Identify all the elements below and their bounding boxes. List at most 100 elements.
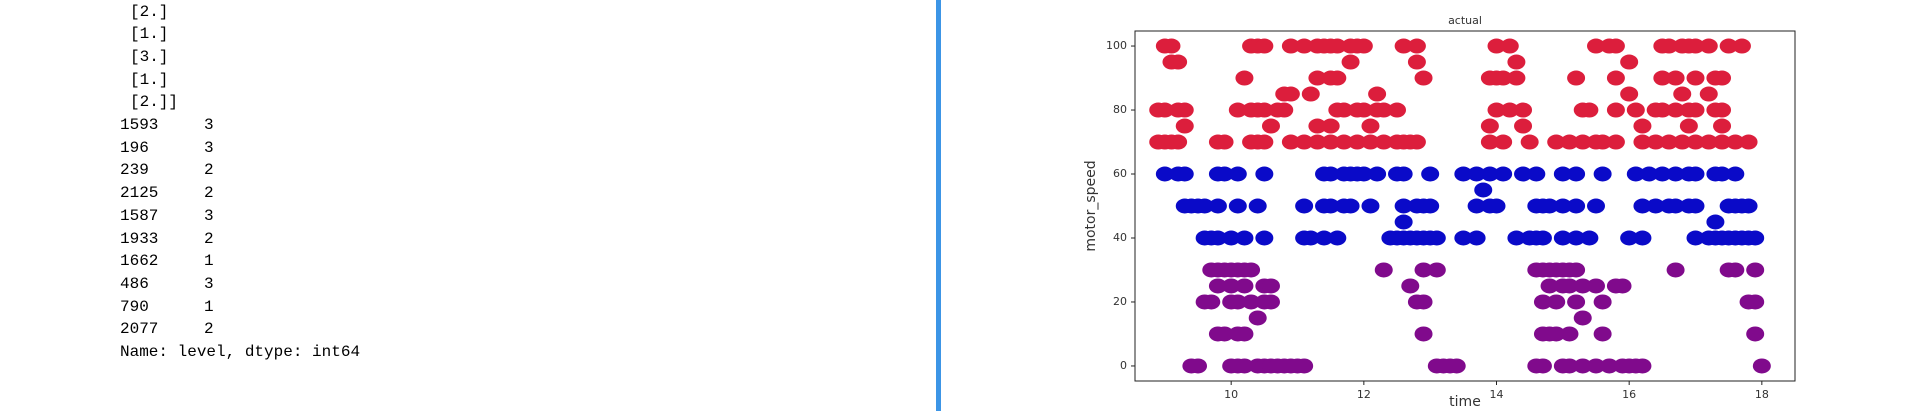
scatter-point: [1261, 294, 1280, 310]
scatter-point: [1248, 198, 1267, 214]
scatter-point: [1540, 278, 1559, 294]
scatter-point: [1666, 70, 1685, 86]
scatter-point: [1679, 118, 1698, 134]
y-tick-label: 60: [1113, 167, 1127, 180]
scatter-point: [1746, 230, 1765, 246]
row-value: 3: [204, 116, 214, 134]
row-value: 2: [204, 229, 214, 248]
scatter-point: [1573, 358, 1592, 374]
scatter-point: [1507, 54, 1526, 70]
scatter-point: [1666, 102, 1685, 118]
scatter-point: [1746, 326, 1765, 342]
scatter-point: [1646, 134, 1665, 150]
scatter-point: [1321, 134, 1340, 150]
scatter-point: [1553, 230, 1572, 246]
panel-divider: [936, 0, 941, 411]
scatter-point: [1242, 262, 1261, 278]
scatter-point: [1414, 294, 1433, 310]
scatter-point: [1308, 70, 1327, 86]
scatter-point: [1454, 230, 1473, 246]
scatter-point: [1567, 294, 1586, 310]
y-tick-label: 0: [1120, 359, 1127, 372]
scatter-point: [1640, 166, 1659, 182]
scatter-point: [1374, 262, 1393, 278]
scatter-point: [1699, 38, 1718, 54]
scatter-point: [1222, 278, 1241, 294]
scatter-point: [1394, 38, 1413, 54]
chart-title: actual: [1448, 14, 1482, 27]
scatter-point: [1235, 230, 1254, 246]
scatter-point: [1613, 278, 1632, 294]
row-index: 1593: [120, 116, 159, 134]
scatter-point: [1328, 38, 1347, 54]
scatter-point: [1248, 310, 1267, 326]
scatter-point: [1653, 166, 1672, 182]
scatter-point: [1261, 278, 1280, 294]
scatter-point: [1480, 166, 1499, 182]
scatter-point: [1334, 102, 1353, 118]
scatter-point: [1633, 358, 1652, 374]
scatter-point: [1547, 134, 1566, 150]
x-tick-label: 14: [1490, 388, 1504, 401]
scatter-point: [1494, 166, 1513, 182]
scatter-point: [1215, 134, 1234, 150]
scatter-point: [1235, 358, 1254, 374]
scatter-point: [1666, 198, 1685, 214]
scatter-point: [1587, 358, 1606, 374]
scatter-point: [1175, 118, 1194, 134]
plot-frame: [1134, 30, 1796, 382]
scatter-point: [1388, 102, 1407, 118]
scatter-point: [1454, 166, 1473, 182]
row-index: 2077: [120, 320, 159, 339]
scatter-point: [1593, 166, 1612, 182]
x-tick-label: 18: [1755, 388, 1769, 401]
scatter-point: [1361, 198, 1380, 214]
scatter-point: [1228, 166, 1247, 182]
row-value: 3: [204, 206, 214, 225]
scatter-point: [1746, 262, 1765, 278]
scatter-point: [1407, 134, 1426, 150]
row-index: 790: [120, 297, 149, 316]
scatter-point: [1394, 198, 1413, 214]
row-index: 1662: [120, 252, 159, 271]
scatter-point: [1593, 294, 1612, 310]
scatter-point: [1361, 134, 1380, 150]
scatter-point: [1686, 166, 1705, 182]
scatter-point: [1354, 102, 1373, 118]
scatter-point: [1732, 38, 1751, 54]
scatter-point: [1699, 134, 1718, 150]
scatter-point: [1553, 166, 1572, 182]
scatter-point: [1514, 102, 1533, 118]
scatter-point: [1169, 54, 1188, 70]
scatter-point: [1354, 166, 1373, 182]
array-line: [3.]: [130, 47, 169, 66]
scatter-point: [1281, 134, 1300, 150]
scatter-point: [1361, 118, 1380, 134]
scatter-point: [1573, 134, 1592, 150]
series-footer: Name: level, dtype: int64: [120, 343, 361, 361]
scatter-point: [1308, 134, 1327, 150]
scatter-point: [1567, 166, 1586, 182]
scatter-point: [1686, 134, 1705, 150]
scatter-point: [1686, 70, 1705, 86]
scatter-point: [1328, 70, 1347, 86]
scatter-point: [1487, 102, 1506, 118]
scatter-point: [1228, 294, 1247, 310]
scatter-point: [1739, 198, 1758, 214]
scatter-point: [1653, 102, 1672, 118]
console-output: [2.] [1.] [3.] [1.] [2.]] 1593 3 196 3 239 2 2125 2 1…: [0, 0, 936, 411]
scatter-point: [1606, 134, 1625, 150]
scatter-point: [1321, 198, 1340, 214]
scatter-point: [1480, 118, 1499, 134]
scatter-point: [1633, 134, 1652, 150]
scatter-point: [1295, 134, 1314, 150]
scatter-point: [1215, 326, 1234, 342]
scatter-point: [1673, 134, 1692, 150]
scatter-point: [1620, 86, 1639, 102]
scatter-point: [1275, 102, 1294, 118]
scatter-point: [1673, 86, 1692, 102]
scatter-point: [1394, 166, 1413, 182]
scatter-point: [1321, 118, 1340, 134]
scatter-point: [1374, 134, 1393, 150]
